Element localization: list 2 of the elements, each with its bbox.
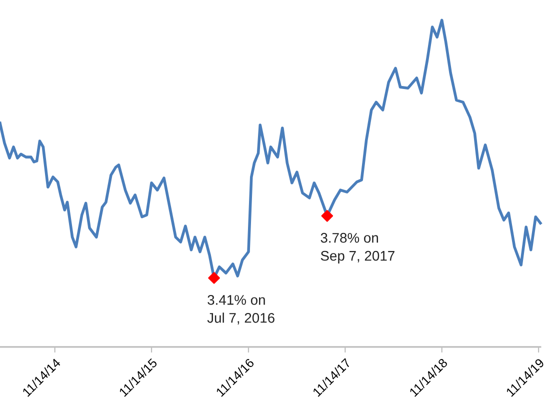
- annotation: 3.41% on Jul 7, 2016: [207, 295, 274, 324]
- annotation: 3.78% on Sep 7, 2017: [320, 232, 394, 264]
